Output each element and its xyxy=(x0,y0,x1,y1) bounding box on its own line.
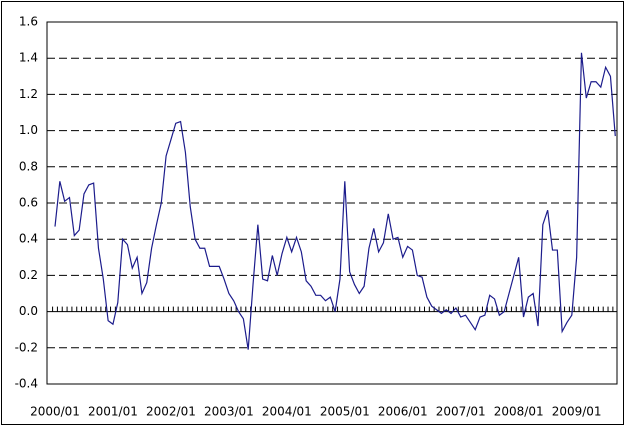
x-tick-label: 2007/01 xyxy=(436,405,486,419)
x-tick-label: 2004/01 xyxy=(262,405,312,419)
x-tick-label: 2005/01 xyxy=(320,405,370,419)
x-tick-label: 2003/01 xyxy=(204,405,254,419)
x-tick-label: 2008/01 xyxy=(494,405,544,419)
y-tick-label: 0.2 xyxy=(19,268,38,282)
y-tick-label: 0.0 xyxy=(19,304,38,318)
frame xyxy=(1,1,624,425)
y-tick-label: 1.4 xyxy=(19,51,38,65)
y-tick-label: -0.4 xyxy=(15,377,38,391)
y-tick-label: 0.8 xyxy=(19,159,38,173)
y-tick-label: 1.0 xyxy=(19,123,38,137)
x-tick-label: 2000/01 xyxy=(30,405,80,419)
x-tick-label: 2002/01 xyxy=(146,405,196,419)
y-tick-label: 1.2 xyxy=(19,87,38,101)
x-tick-label: 2009/01 xyxy=(552,405,602,419)
y-tick-label: 0.6 xyxy=(19,196,38,210)
x-tick-label: 2001/01 xyxy=(88,405,138,419)
x-tick-label: 2006/01 xyxy=(378,405,428,419)
y-tick-label: 1.6 xyxy=(19,15,38,29)
y-tick-label: 0.4 xyxy=(19,232,38,246)
y-tick-label: -0.2 xyxy=(15,340,38,354)
data-line xyxy=(54,52,616,350)
